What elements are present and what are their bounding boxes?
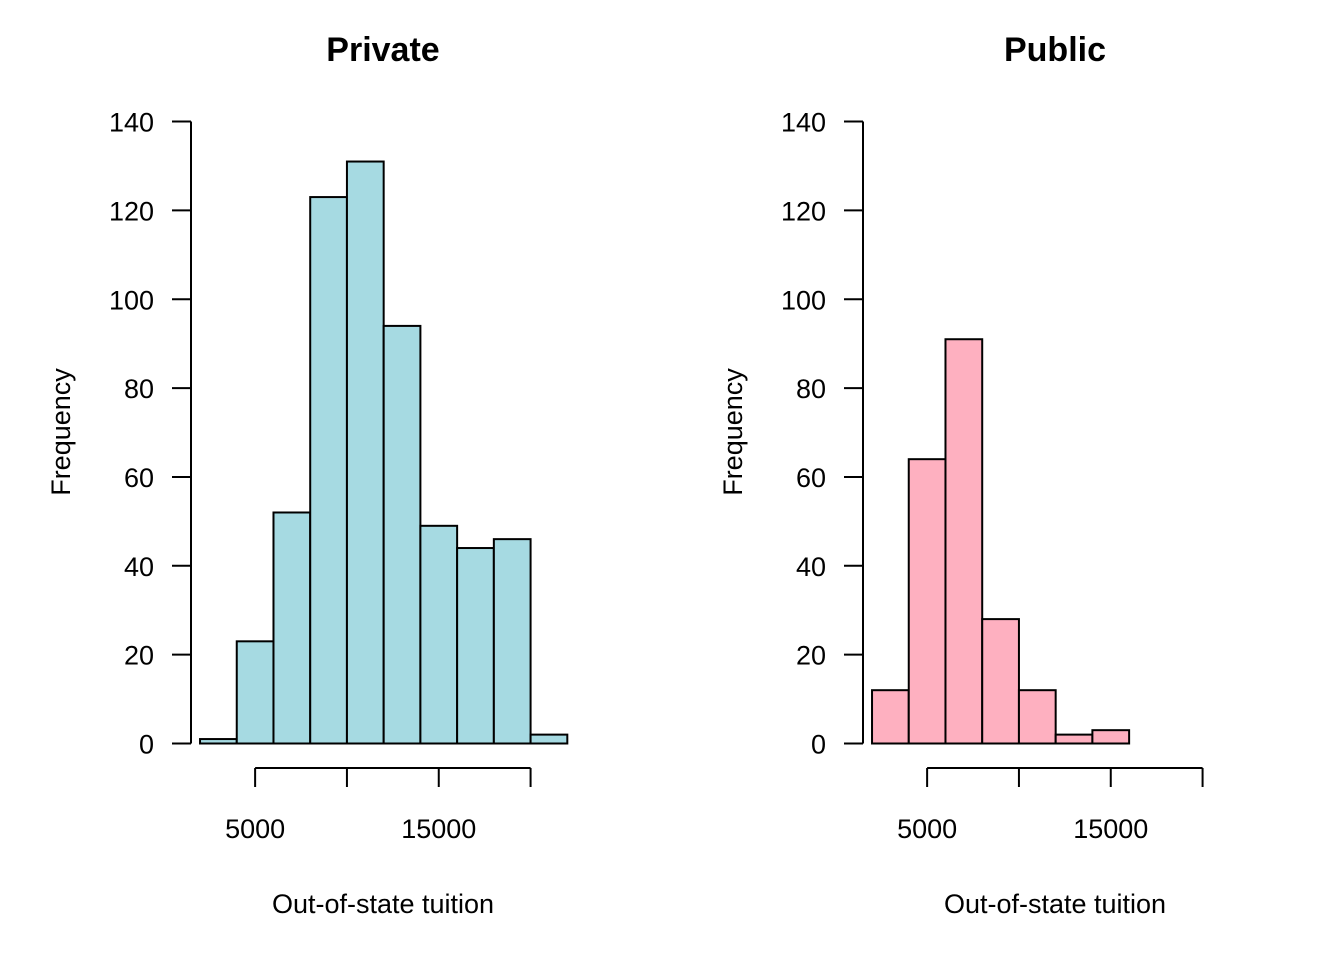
histogram-bar — [907, 458, 947, 745]
histogram-bar — [871, 689, 910, 745]
chart-title: Public — [1004, 31, 1106, 69]
histogram-bar — [1091, 729, 1131, 745]
y-tick-label: 40 — [124, 552, 154, 582]
y-tick-label: 120 — [109, 196, 154, 226]
y-tick-label: 60 — [796, 463, 826, 493]
y-axis-label: Frequency — [718, 368, 748, 496]
y-tick-label: 80 — [796, 374, 826, 404]
x-tick-label: 15000 — [401, 814, 476, 844]
histogram-bar — [1017, 689, 1057, 745]
histogram-bar — [529, 733, 569, 745]
histogram-bar — [1054, 733, 1094, 745]
y-tick-label: 0 — [139, 730, 154, 760]
histogram-bar — [382, 324, 422, 745]
y-tick-label: 100 — [781, 285, 826, 315]
histogram-bar — [272, 511, 312, 745]
histogram-bar — [199, 738, 238, 745]
histogram-bar — [981, 618, 1020, 745]
y-tick-label: 20 — [124, 641, 154, 671]
y-tick-label: 120 — [781, 196, 826, 226]
y-tick-label: 20 — [796, 641, 826, 671]
y-tick-label: 0 — [811, 730, 826, 760]
y-tick-label: 80 — [124, 374, 154, 404]
histogram-bar — [456, 547, 495, 745]
histogram-bar — [944, 338, 984, 745]
histogram-bar — [419, 524, 459, 745]
x-tick-label: 15000 — [1073, 814, 1148, 844]
chart-title: Private — [326, 31, 439, 69]
y-tick-label: 40 — [796, 552, 826, 582]
y-tick-label: 100 — [109, 285, 154, 315]
x-tick-label: 5000 — [225, 814, 285, 844]
histogram-bar — [492, 538, 532, 745]
x-axis-label: Out-of-state tuition — [944, 889, 1166, 919]
y-axis-label: Frequency — [46, 368, 76, 496]
histogram-bar — [235, 640, 275, 745]
histogram-bar — [309, 196, 348, 745]
y-tick-label: 140 — [109, 108, 154, 138]
y-tick-label: 140 — [781, 108, 826, 138]
histogram-bar — [345, 160, 385, 745]
y-tick-label: 60 — [124, 463, 154, 493]
x-axis-label: Out-of-state tuition — [272, 889, 494, 919]
x-tick-label: 5000 — [897, 814, 957, 844]
